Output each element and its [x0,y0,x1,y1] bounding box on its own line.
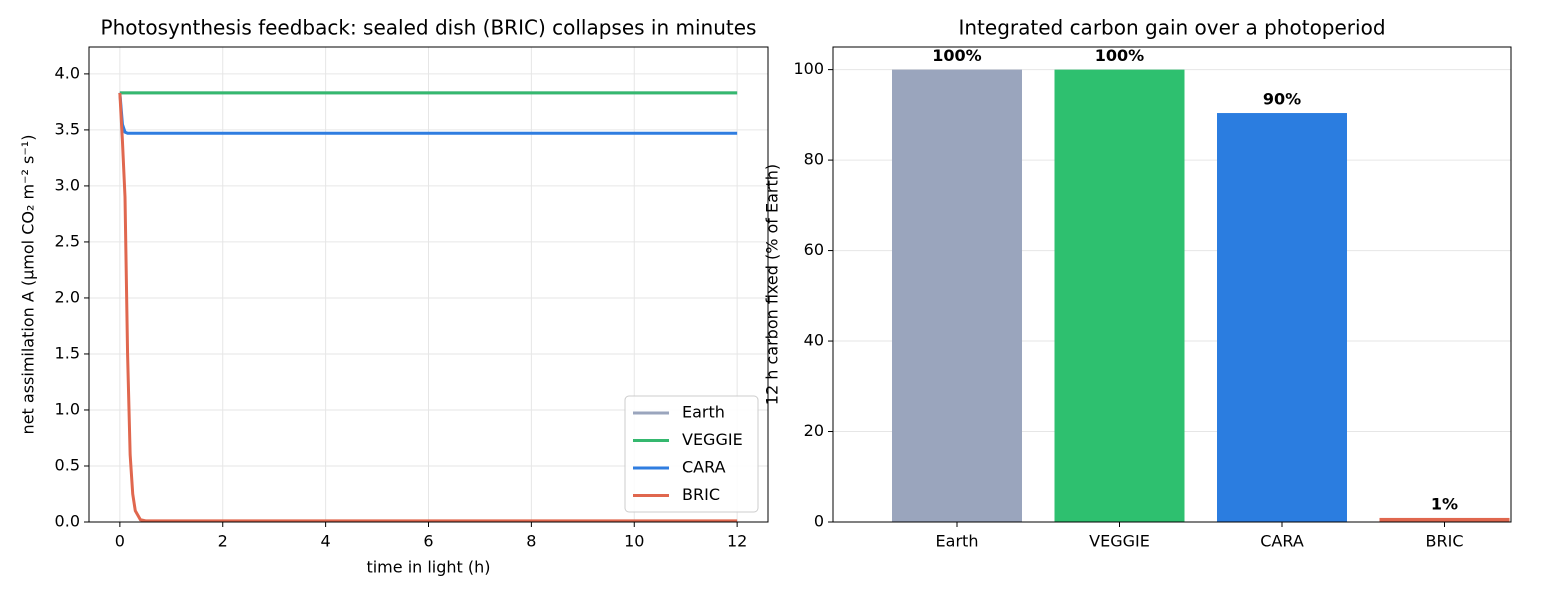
y-tick-label: 2.5 [55,231,80,250]
x-tick-label: 6 [423,532,433,551]
data-line [118,92,738,135]
value-label: 90% [1263,90,1301,109]
x-tick-label: 4 [321,532,331,551]
y-tick-label: 80 [804,150,824,169]
legend-label: BRIC [682,485,720,504]
y-axis-label: 12 h carbon fixed (% of Earth) [763,164,782,405]
y-tick-label: 1.0 [55,399,80,418]
legend-box [624,395,759,513]
x-tick-label: 2 [218,532,228,551]
data-line [118,92,738,522]
value-label: 100% [932,46,981,65]
y-tick-label: 3.5 [55,119,80,138]
y-tick-label: 60 [804,240,824,259]
y-tick-label: 4.0 [55,63,80,82]
y-tick-label: 0.0 [55,512,80,531]
x-tick-label: VEGGIE [1089,532,1150,551]
legend-label: Earth [682,403,725,422]
y-tick-label: 2.0 [55,287,80,306]
x-tick-label: 0 [115,532,125,551]
legend-label: VEGGIE [682,430,743,449]
y-axis-label: net assimilation A (μmol CO₂ m⁻² s⁻¹) [19,135,38,435]
y-tick-label: 3.0 [55,175,80,194]
x-tick-label: 8 [526,532,536,551]
y-tick-label: 0 [814,512,824,531]
bar [892,69,1022,522]
x-tick-label: BRIC [1426,532,1464,551]
legend-label: CARA [682,458,726,477]
x-tick-label: CARA [1260,532,1304,551]
x-tick-label: Earth [936,532,979,551]
y-tick-label: 20 [804,421,824,440]
x-tick-label: 12 [727,532,747,551]
chart-title: Photosynthesis feedback: sealed dish (BR… [101,16,757,40]
axes-frame [832,46,1512,523]
chart-title: Integrated carbon gain over a photoperio… [958,16,1385,40]
y-tick-label: 0.5 [55,455,80,474]
x-axis-label: time in light (h) [366,558,490,577]
axes-frame [88,46,769,523]
bar [1054,69,1185,522]
bar [1217,113,1347,523]
y-tick-label: 1.5 [55,343,80,362]
y-tick-label: 100 [793,59,824,78]
bar [1379,517,1510,522]
x-tick-label: 10 [624,532,644,551]
value-label: 100% [1095,46,1144,65]
value-label: 1% [1431,494,1458,513]
y-tick-label: 40 [804,331,824,350]
